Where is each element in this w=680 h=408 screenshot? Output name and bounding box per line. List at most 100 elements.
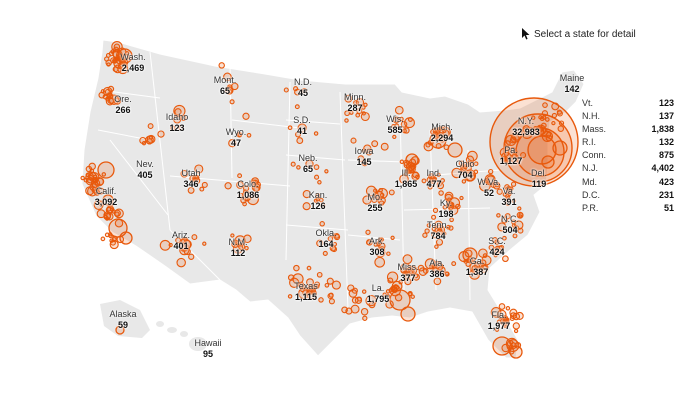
state-label-wy[interactable]: Wyo. 47 [226, 127, 246, 149]
contiguous-us-land[interactable] [81, 39, 585, 359]
case-bubble [437, 265, 446, 275]
state-count: 308 [369, 247, 385, 257]
state-label-ia[interactable]: Iowa 145 [354, 146, 373, 168]
state-count: 123 [169, 123, 185, 133]
case-bubble [436, 181, 442, 187]
state-count: 41 [296, 126, 308, 136]
ne-row-dc[interactable]: D.C. 231 [582, 189, 674, 202]
state-label-wa[interactable]: Wash. 2,469 [120, 52, 145, 74]
ne-row-ma[interactable]: Mass. 1,838 [582, 123, 674, 136]
case-bubble [505, 134, 517, 147]
state-label-ne[interactable]: Neb. 65 [298, 153, 317, 175]
case-bubble [509, 345, 523, 359]
select-state-hint[interactable]: Select a state for detail [522, 28, 636, 40]
state-label-ok[interactable]: Okla. 164 [315, 228, 336, 250]
state-label-pa[interactable]: Pa. 1,127 [500, 145, 523, 167]
state-label-id[interactable]: Idaho 123 [166, 112, 189, 134]
case-bubble [324, 169, 329, 174]
state-name: Ill. [401, 168, 411, 178]
state-label-ms[interactable]: Miss. 377 [398, 262, 419, 284]
state-name: Wis. [386, 114, 404, 124]
ne-row-vt[interactable]: Vt. 123 [582, 97, 674, 110]
case-bubble [192, 174, 199, 182]
case-bubble [178, 124, 184, 131]
state-label-il[interactable]: Ill. 1,865 [395, 168, 418, 190]
case-bubble [80, 175, 85, 181]
ne-row-pr[interactable]: P.R. 51 [582, 202, 674, 215]
ne-row-nj[interactable]: N.J. 4,402 [582, 162, 674, 175]
state-label-ks[interactable]: Kan. 126 [309, 190, 328, 212]
state-label-nv[interactable]: Nev. 405 [136, 159, 154, 181]
state-label-mo[interactable]: Mo. 255 [367, 192, 382, 214]
case-bubble [365, 229, 371, 235]
case-bubble [404, 117, 415, 129]
hawaii-land[interactable] [156, 321, 207, 351]
case-bubble [108, 51, 114, 57]
state-label-fl[interactable]: Fla. 1,977 [488, 310, 511, 332]
state-label-wi[interactable]: Wis. 585 [386, 114, 404, 136]
state-label-wv[interactable]: W.Va. 52 [477, 177, 500, 199]
state-label-mi[interactable]: Mich. 2,294 [431, 122, 454, 144]
state-label-ky[interactable]: Ky. 198 [438, 198, 453, 220]
case-bubble [490, 307, 502, 318]
state-name: N.Y. [517, 116, 535, 126]
case-bubble [467, 150, 478, 162]
case-bubble [400, 306, 416, 322]
state-label-ny[interactable]: N.Y. 32,983 [512, 116, 540, 138]
case-bubble [182, 239, 192, 249]
case-bubble [354, 296, 363, 304]
state-label-mn[interactable]: Minn. 287 [344, 92, 366, 114]
state-label-ak[interactable]: Alaska 59 [109, 309, 136, 331]
case-bubble [507, 191, 512, 197]
case-bubble [377, 196, 386, 205]
state-count: 119 [531, 179, 547, 189]
case-bubble [229, 99, 235, 105]
case-bubble [447, 142, 463, 158]
state-label-de[interactable]: Del. 119 [531, 168, 547, 190]
ne-row-ri[interactable]: R.I. 132 [582, 136, 674, 149]
state-label-in[interactable]: Ind. 477 [426, 168, 441, 190]
case-bubble [411, 171, 420, 181]
ne-row-nh[interactable]: N.H. 137 [582, 110, 674, 123]
case-bubble [373, 188, 378, 193]
state-name: Colo. [237, 179, 259, 189]
state-label-nd[interactable]: N.D. 45 [294, 77, 312, 99]
state-label-tx[interactable]: Texas 1,115 [294, 281, 318, 303]
state-label-co[interactable]: Colo. 1,086 [237, 179, 260, 201]
case-bubble [347, 284, 355, 292]
state-label-az[interactable]: Ariz. 401 [172, 230, 190, 252]
state-label-ut[interactable]: Utah 346 [181, 168, 200, 190]
state-label-mt[interactable]: Mont. 65 [214, 75, 237, 97]
state-label-ga[interactable]: Ga. 1,387 [466, 256, 489, 278]
state-label-va[interactable]: Va. 391 [501, 186, 516, 208]
state-label-me[interactable]: Maine 142 [560, 73, 585, 95]
state-label-or[interactable]: Ore. 266 [114, 94, 132, 116]
ne-row-ct[interactable]: Conn. 875 [582, 149, 674, 162]
state-label-sc[interactable]: S.C. 424 [488, 236, 506, 258]
state-count: 704 [457, 170, 473, 180]
state-label-oh[interactable]: Ohio 704 [455, 159, 474, 181]
case-bubble [374, 256, 386, 268]
state-label-nm[interactable]: N.M. 112 [229, 237, 248, 259]
state-label-la[interactable]: La. 1,795 [367, 283, 390, 305]
case-bubble [496, 188, 503, 195]
case-bubble [435, 238, 444, 246]
state-name: Ohio [455, 159, 475, 169]
case-bubble [191, 234, 198, 241]
case-bubble [317, 180, 322, 185]
state-label-tn[interactable]: Tenn. 784 [427, 220, 449, 242]
state-label-ar[interactable]: Ark. 308 [369, 236, 385, 258]
state-label-sd[interactable]: S.D. 41 [293, 115, 311, 137]
ne-row-md[interactable]: Md. 423 [582, 176, 674, 189]
case-bubble [505, 306, 511, 311]
state-label-ca[interactable]: Calif. 3,092 [95, 186, 118, 208]
state-label-nc[interactable]: N.C. 504 [501, 214, 519, 236]
alaska-land[interactable] [100, 300, 150, 338]
case-bubble [502, 255, 509, 263]
case-bubble [113, 97, 122, 105]
state-label-al[interactable]: Ala. 386 [429, 258, 445, 280]
case-bubble [324, 282, 330, 288]
case-bubble [97, 161, 115, 179]
state-count: 51 [663, 202, 674, 213]
state-label-hi[interactable]: Hawaii 95 [194, 338, 221, 360]
